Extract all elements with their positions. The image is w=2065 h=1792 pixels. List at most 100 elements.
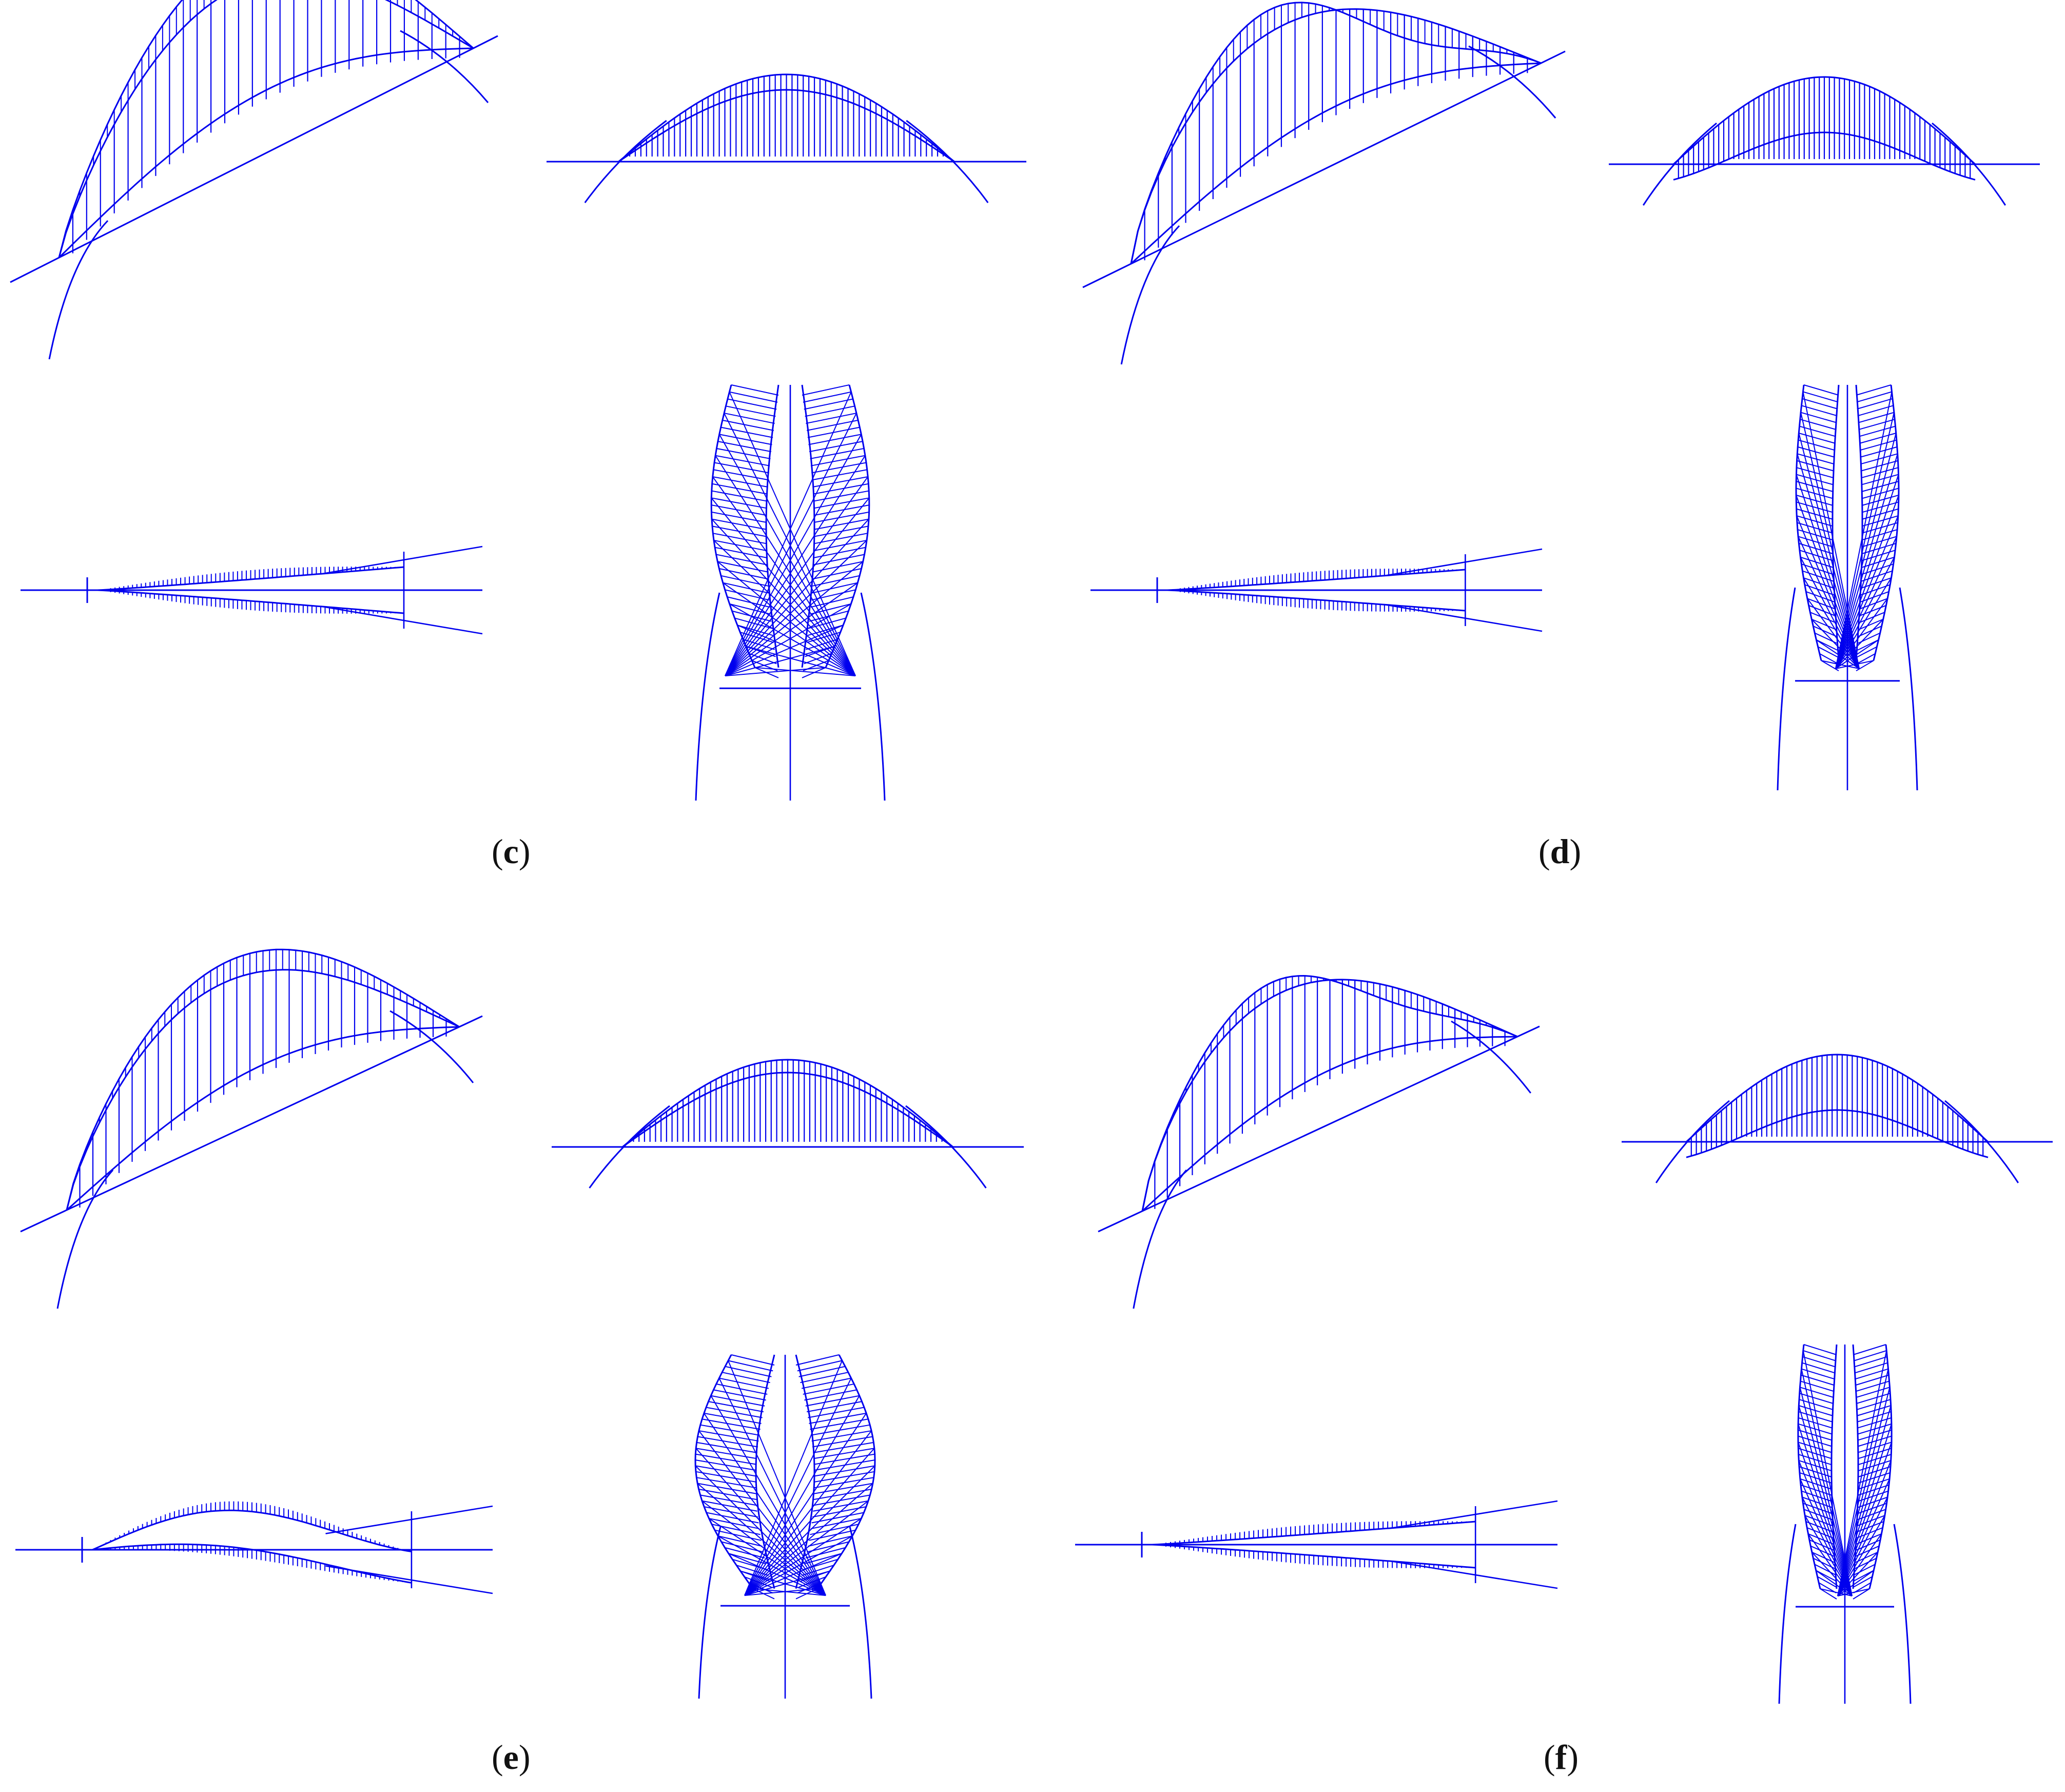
fan-line	[725, 413, 857, 676]
arch-rib-deformed	[622, 1072, 953, 1148]
fan-line	[808, 434, 862, 445]
rib-right-inner	[1855, 384, 1863, 661]
fan-line	[1814, 1564, 1836, 1575]
fan-line	[813, 1453, 875, 1465]
fan-line	[727, 398, 777, 410]
rib-left-outer	[710, 384, 756, 668]
fan-line	[1798, 1435, 1833, 1447]
leg-left	[1777, 587, 1796, 791]
panel-label-c: (c)	[492, 832, 531, 871]
splay-line	[325, 1505, 493, 1534]
fan-line	[725, 603, 851, 676]
fan-line	[814, 504, 869, 516]
fan-line	[1796, 474, 1834, 485]
fan-line	[808, 1407, 865, 1418]
fan-line	[798, 1366, 846, 1377]
fan-line	[1811, 618, 1836, 630]
fan-line	[812, 476, 868, 488]
fan-line	[1859, 439, 1897, 451]
fan-line	[744, 1430, 872, 1596]
arch-tail-right	[905, 1105, 987, 1189]
fan-line	[809, 441, 863, 453]
fan-line	[1835, 557, 1895, 669]
rib-left-inner	[765, 384, 780, 668]
fan-line	[802, 667, 826, 678]
plan-rib-upper	[1167, 569, 1466, 591]
arch-tail-right	[1468, 45, 1556, 119]
fan-line	[1801, 1374, 1835, 1386]
fan-line	[813, 1448, 874, 1459]
fan-line	[1803, 577, 1834, 589]
splay-line	[1388, 1500, 1558, 1529]
splay-line	[320, 606, 483, 635]
fan-line	[1820, 1588, 1837, 1600]
fan-line	[1856, 1399, 1891, 1411]
fan-line	[1855, 1545, 1880, 1557]
rib-right-outer	[816, 1354, 876, 1589]
fan-line	[1835, 577, 1892, 669]
fan-line	[696, 1448, 757, 1459]
arch-rib	[618, 73, 955, 163]
fan-line	[1862, 536, 1897, 548]
fan-line	[1857, 1429, 1892, 1441]
fan-line	[813, 568, 862, 579]
fan-line	[1799, 1393, 1834, 1405]
fan-line	[1853, 1344, 1886, 1355]
fan-line	[1799, 433, 1836, 444]
fan-line	[725, 497, 870, 676]
fan-line	[712, 476, 856, 676]
fan-line	[695, 1471, 756, 1483]
fan-line	[744, 1413, 867, 1596]
fan-line	[1859, 433, 1896, 444]
fan-line	[1803, 1344, 1837, 1355]
fan-line	[1800, 1380, 1835, 1392]
fan-line	[729, 391, 778, 403]
fan-line	[1803, 391, 1839, 403]
rib-left-outer	[1797, 1344, 1821, 1589]
fan-line	[1856, 391, 1892, 403]
arch-tail-left	[589, 1105, 670, 1189]
fan-line	[1857, 1435, 1892, 1447]
fan-line	[1835, 433, 1897, 669]
fan-line	[748, 653, 777, 665]
fan-line	[1837, 1405, 1892, 1596]
fan-line	[725, 646, 835, 676]
fan-line	[1798, 1429, 1833, 1441]
fan-line	[1857, 639, 1879, 651]
fan-line	[1835, 392, 1893, 669]
fan-line	[744, 1395, 860, 1596]
fan-line	[725, 434, 862, 676]
rib-right-outer	[825, 384, 870, 668]
fan-line	[744, 1483, 873, 1596]
fan-line	[698, 1488, 757, 1500]
fan-line	[1798, 1448, 1832, 1459]
fan-line	[1801, 1369, 1853, 1596]
fan-line	[813, 1494, 870, 1506]
fan-line	[811, 1512, 864, 1524]
fan-line	[715, 455, 856, 676]
fan-line	[1808, 1533, 1834, 1545]
fan-line	[1802, 392, 1860, 669]
fan-line	[1858, 1466, 1891, 1477]
fan-line	[744, 1535, 853, 1596]
fan-line	[716, 554, 767, 566]
fan-line	[809, 1412, 867, 1424]
fan-line	[704, 1413, 826, 1596]
fan-line	[802, 384, 850, 396]
leg-right	[1899, 587, 1918, 791]
fan-line	[744, 1448, 875, 1596]
fan-line	[1813, 626, 1837, 637]
fan-line	[746, 646, 856, 676]
fan-line	[1837, 1478, 1891, 1596]
fan-line	[723, 582, 856, 676]
fan-line	[728, 1553, 766, 1565]
fan-line	[1861, 556, 1895, 568]
fan-line	[719, 434, 772, 445]
fan-line	[1857, 1521, 1884, 1533]
plan-rib-upper	[1152, 1521, 1476, 1546]
arch-tail-left	[1642, 122, 1717, 206]
fan-line	[1802, 398, 1838, 410]
fan-line	[813, 497, 869, 509]
fan-line	[728, 1360, 826, 1596]
rib-left-inner	[1830, 1344, 1838, 1589]
